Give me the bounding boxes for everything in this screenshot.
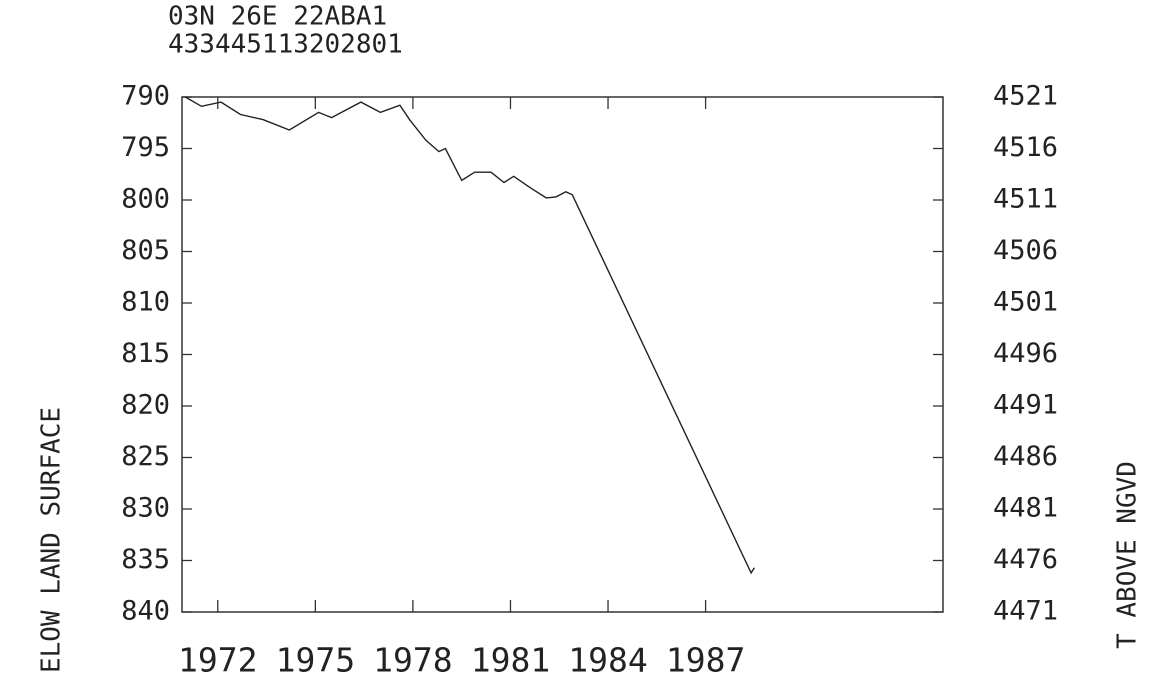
x-tick-label: 1978	[373, 641, 452, 680]
y-tick-label: 795	[121, 132, 170, 163]
y2-tick-label: 4491	[993, 390, 1058, 421]
y-axis-label: ELOW LAND SURFACE	[37, 407, 67, 673]
y2-tick-label: 4521	[993, 81, 1058, 112]
y-tick-label: 790	[121, 81, 170, 112]
y2-tick-label: 4496	[993, 338, 1058, 369]
y2-tick-label: 4471	[993, 596, 1058, 627]
x-tick-label: 1972	[178, 641, 257, 680]
x-tick-label: 1984	[568, 641, 647, 680]
y2-tick-label: 4506	[993, 235, 1058, 266]
y2-tick-label: 4516	[993, 132, 1058, 163]
y-tick-label: 835	[121, 544, 170, 575]
y2-tick-label: 4481	[993, 493, 1058, 524]
y-tick-label: 810	[121, 287, 170, 318]
y-tick-label: 830	[121, 493, 170, 524]
y2-axis-label: T ABOVE NGVD	[1113, 461, 1143, 649]
y-tick-label: 815	[121, 338, 170, 369]
y-tick-label: 840	[121, 596, 170, 627]
y-tick-label: 800	[121, 184, 170, 215]
x-tick-label: 1981	[471, 641, 550, 680]
y2-tick-label: 4501	[993, 287, 1058, 318]
y2-tick-label: 4476	[993, 544, 1058, 575]
y2-tick-label: 4511	[993, 184, 1058, 215]
plot-frame	[181, 96, 944, 613]
x-tick-label: 1975	[276, 641, 355, 680]
x-tick-label: 1987	[666, 641, 745, 680]
data-line	[184, 96, 755, 575]
chart-title: 03N 26E 22ABA1	[168, 2, 387, 32]
y-tick-label: 825	[121, 441, 170, 472]
y2-tick-label: 4486	[993, 441, 1058, 472]
y-tick-label: 805	[121, 235, 170, 266]
chart-subtitle: 433445113202801	[168, 30, 403, 60]
y-tick-label: 820	[121, 390, 170, 421]
